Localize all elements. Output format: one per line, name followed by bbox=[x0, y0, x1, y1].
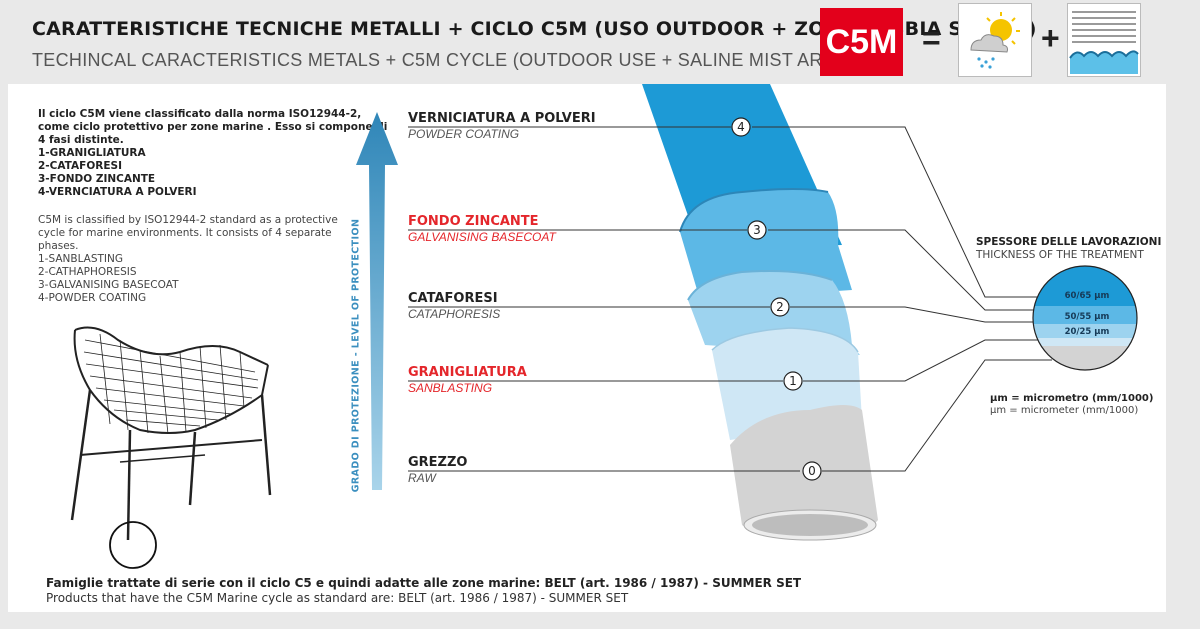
step-number: 2 bbox=[776, 300, 784, 314]
desc-it-line: come ciclo protettivo per zone marine . … bbox=[38, 121, 388, 133]
desc-it-line: 3-FONDO ZINCANTE bbox=[38, 173, 156, 185]
footer-italian: Famiglie trattate di serie con il ciclo … bbox=[46, 576, 802, 590]
thickness-title: SPESSORE DELLE LAVORAZIONI bbox=[976, 236, 1162, 248]
description-italian: Il ciclo C5M viene classificato dalla no… bbox=[38, 108, 388, 199]
sea-waves-icon bbox=[1067, 3, 1141, 77]
plus-sign: + bbox=[1041, 20, 1060, 56]
desc-en-line: cycle for marine environments. It consis… bbox=[38, 227, 332, 239]
step-sub: GALVANISING BASECOAT bbox=[408, 230, 556, 244]
header-bar: CARATTERISTICHE TECNICHE METALLI + CICLO… bbox=[0, 0, 1200, 82]
step-sub: CATAPHORESIS bbox=[408, 307, 501, 321]
desc-it-line: Il ciclo C5M viene classificato dalla no… bbox=[38, 108, 362, 120]
desc-en-line: phases. bbox=[38, 240, 79, 252]
desc-en-line: 4-POWDER COATING bbox=[38, 292, 147, 304]
step-number: 0 bbox=[808, 464, 816, 478]
desc-it-line: 4-VERNCIATURA A POLVERI bbox=[38, 186, 197, 198]
step-number: 4 bbox=[737, 120, 745, 134]
equals-sign: = bbox=[922, 20, 941, 56]
page-title: CARATTERISTICHE TECNICHE METALLI + CICLO… bbox=[32, 18, 1037, 40]
layer-thickness-label: 20/25 µm bbox=[1065, 327, 1110, 337]
desc-en-line: 2-CATHAPHORESIS bbox=[38, 266, 137, 278]
desc-it-line: 2-CATAFORESI bbox=[38, 160, 122, 172]
step-name: GREZZO bbox=[408, 455, 468, 470]
desc-en-line: 3-GALVANISING BASECOAT bbox=[38, 279, 179, 291]
layer-thickness-label: 50/55 µm bbox=[1065, 312, 1110, 322]
step-name: VERNICIATURA A POLVERI bbox=[408, 111, 596, 126]
step-sub: RAW bbox=[408, 471, 436, 485]
coated-tube bbox=[642, 84, 878, 541]
description-english: C5M is classified by ISO12944-2 standard… bbox=[38, 214, 338, 305]
content-panel bbox=[8, 84, 1166, 612]
detail-circle bbox=[109, 521, 157, 569]
desc-en-line: 1-SANBLASTING bbox=[38, 253, 124, 265]
step-name: GRANIGLIATURA bbox=[408, 365, 527, 380]
step-name: CATAFORESI bbox=[408, 291, 498, 306]
weather-sun-rain-icon bbox=[958, 3, 1032, 77]
leader-lines bbox=[408, 126, 1052, 472]
step-name: FONDO ZINCANTE bbox=[408, 214, 539, 229]
step-sub: SANBLASTING bbox=[408, 381, 493, 395]
chair-illustration bbox=[70, 326, 272, 541]
page-subtitle: TECHINCAL CARACTERISTICS METALS + C5M CY… bbox=[32, 50, 866, 70]
step-sub: POWDER COATING bbox=[408, 127, 520, 141]
step-number: 3 bbox=[753, 223, 761, 237]
thickness-subtitle: THICKNESS OF THE TREATMENT bbox=[976, 249, 1144, 261]
protection-axis-label: GRADO DI PROTEZIONE - LEVEL OF PROTECTIO… bbox=[350, 218, 362, 493]
step-circles: 4 3 2 1 0 bbox=[731, 117, 822, 481]
desc-en-line: C5M is classified by ISO12944-2 standard… bbox=[38, 214, 338, 226]
c5m-badge: C5M bbox=[820, 8, 903, 76]
step-number: 1 bbox=[789, 374, 797, 388]
protection-arrow bbox=[356, 112, 398, 490]
thickness-diagram: 60/65 µm 50/55 µm 20/25 µm bbox=[1032, 265, 1138, 371]
unit-note-english: µm = micrometer (mm/1000) bbox=[990, 405, 1139, 416]
unit-note-italian: µm = micrometro (mm/1000) bbox=[990, 393, 1154, 404]
desc-it-line: 4 fasi distinte. bbox=[38, 134, 124, 146]
desc-it-line: 1-GRANIGLIATURA bbox=[38, 147, 146, 159]
layer-thickness-label: 60/65 µm bbox=[1065, 291, 1110, 301]
footer-english: Products that have the C5M Marine cycle … bbox=[46, 591, 629, 605]
